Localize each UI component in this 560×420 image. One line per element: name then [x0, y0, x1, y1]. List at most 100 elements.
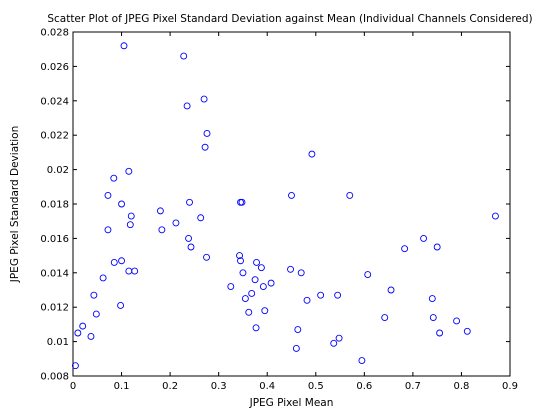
- data-point: [118, 200, 126, 208]
- data-point: [292, 345, 300, 352]
- data-point: [241, 295, 249, 303]
- y-tick-label: 0.028: [40, 28, 69, 39]
- data-point: [237, 257, 244, 265]
- data-point: [236, 252, 243, 260]
- data-point: [463, 327, 471, 335]
- data-point: [92, 310, 100, 318]
- data-point: [172, 219, 180, 227]
- data-point: [267, 279, 275, 287]
- x-tick-label: 0.7: [405, 381, 421, 392]
- data-point: [251, 276, 259, 284]
- data-point: [87, 332, 95, 340]
- y-tick-label: 0.026: [40, 62, 69, 73]
- chart-title: Scatter Plot of JPEG Pixel Standard Devi…: [47, 13, 532, 25]
- x-tick-label: 0.1: [114, 381, 130, 392]
- data-point: [248, 289, 256, 297]
- data-point: [308, 150, 316, 158]
- data-point: [317, 291, 325, 299]
- data-point: [187, 243, 195, 251]
- data-point: [197, 214, 205, 222]
- data-point: [79, 322, 87, 330]
- data-point: [257, 264, 265, 272]
- data-point: [346, 191, 354, 199]
- data-point: [381, 314, 389, 321]
- x-tick-label: 0.9: [502, 381, 518, 392]
- data-point: [126, 221, 134, 229]
- data-point: [239, 269, 247, 277]
- data-point: [334, 291, 342, 299]
- data-point: [104, 191, 112, 199]
- data-point: [183, 102, 191, 110]
- y-tick-label: 0.018: [40, 200, 69, 211]
- x-tick-label: 0.8: [453, 381, 469, 392]
- data-point: [203, 253, 210, 261]
- y-tick-label: 0.012: [40, 303, 69, 314]
- x-tick-label: 0.5: [308, 381, 324, 392]
- data-point: [253, 259, 260, 266]
- data-point: [227, 283, 235, 291]
- data-point: [156, 207, 164, 215]
- data-point: [261, 307, 269, 315]
- data-point: [125, 167, 133, 175]
- data-point: [110, 259, 118, 266]
- data-point: [99, 274, 107, 282]
- data-point: [428, 295, 436, 303]
- data-point: [303, 296, 311, 304]
- data-point: [420, 234, 428, 242]
- data-point: [104, 226, 112, 234]
- y-tick-label: 0.008: [40, 372, 69, 383]
- data-point: [453, 317, 461, 325]
- x-axis-tick-labels: 0 0.1 0.2 0.3 0.4 0.5 0.6 0.7 0.8 0.9: [70, 381, 518, 392]
- y-tick-label: 0.024: [40, 96, 69, 107]
- data-point: [245, 308, 253, 316]
- data-point: [252, 324, 260, 332]
- x-tick-label: 0.6: [356, 381, 372, 392]
- data-point: [71, 362, 79, 370]
- data-point: [429, 314, 437, 321]
- data-point: [201, 143, 209, 151]
- y-tick-label: 0.016: [40, 234, 69, 245]
- data-point: [180, 52, 188, 60]
- data-point: [436, 329, 444, 337]
- data-point: [185, 234, 193, 242]
- data-point: [90, 291, 98, 299]
- y-axis-label: JPEG Pixel Standard Deviation: [9, 126, 21, 284]
- data-point: [491, 212, 499, 220]
- y-tick-label: 0.01: [47, 337, 69, 348]
- data-point: [287, 265, 294, 273]
- x-tick-label: 0.4: [259, 381, 275, 392]
- data-point: [125, 267, 133, 275]
- data-point: [297, 269, 305, 277]
- data-point: [330, 339, 338, 347]
- data-point: [186, 198, 193, 206]
- x-axis-ticks: [72, 32, 511, 376]
- x-axis-label: JPEG Pixel Mean: [249, 397, 334, 409]
- data-point: [288, 191, 295, 199]
- y-axis-tick-labels: 0.008 0.01 0.012 0.014 0.016 0.018 0.02 0.022 0.…: [40, 28, 69, 383]
- data-point: [200, 95, 208, 103]
- x-tick-label: 0.3: [211, 381, 227, 392]
- data-points: [71, 42, 499, 370]
- y-axis-ticks: [73, 31, 510, 377]
- data-point: [387, 286, 395, 294]
- x-tick-label: 0.2: [162, 381, 178, 392]
- data-point: [401, 245, 409, 253]
- data-point: [433, 243, 441, 251]
- data-point: [74, 329, 82, 337]
- data-point: [358, 357, 366, 364]
- x-tick-label: 0: [70, 381, 76, 392]
- data-point: [120, 42, 128, 50]
- data-point: [335, 334, 343, 342]
- data-point: [259, 283, 267, 291]
- y-tick-label: 0.022: [40, 131, 69, 142]
- data-point: [294, 326, 302, 334]
- data-point: [118, 257, 126, 265]
- data-point: [158, 226, 166, 234]
- data-point: [117, 302, 125, 309]
- plot-area-frame: [72, 31, 511, 377]
- data-point: [364, 271, 372, 278]
- y-tick-label: 0.02: [47, 165, 69, 176]
- data-point: [238, 198, 246, 206]
